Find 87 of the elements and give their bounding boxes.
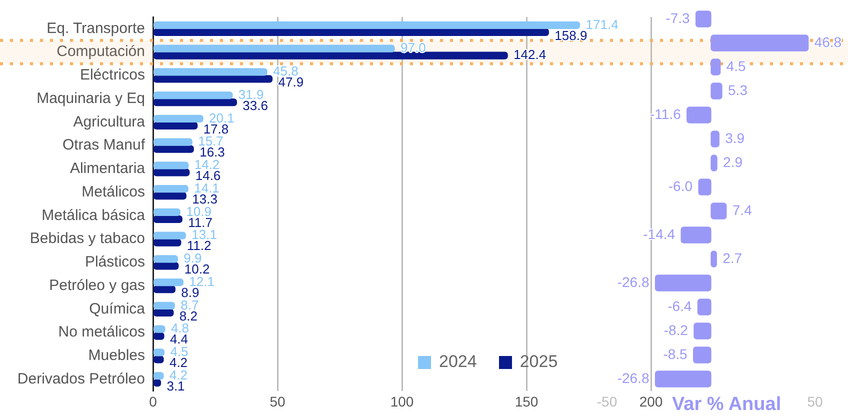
x-tick-label: 50 xyxy=(807,393,823,410)
y-tick-label: Muebles xyxy=(88,347,145,364)
x-tick-label: 0 xyxy=(149,393,158,410)
data-label: 7.4 xyxy=(732,202,752,218)
bar xyxy=(153,262,179,270)
bar xyxy=(153,162,189,170)
data-label: -26.8 xyxy=(617,370,650,386)
bar xyxy=(153,75,273,83)
data-label: 171.4 xyxy=(586,16,618,32)
bar xyxy=(153,145,194,153)
legend-label: 2025 xyxy=(520,352,558,372)
data-label: -8.5 xyxy=(663,346,688,362)
bar xyxy=(153,238,182,246)
bar xyxy=(153,122,198,130)
x-tick-label: 200 xyxy=(639,393,663,410)
y-tick-label: Agricultura xyxy=(73,113,146,130)
bar xyxy=(695,10,712,28)
bar xyxy=(692,346,712,364)
data-label: 47.9 xyxy=(278,74,304,90)
y-tick-label: Otras Manuf xyxy=(62,136,146,154)
bar xyxy=(697,298,712,316)
bar xyxy=(698,178,712,196)
data-label: -6.0 xyxy=(668,178,693,194)
bar xyxy=(153,285,176,294)
y-tick-label: Metálica básica xyxy=(42,206,146,224)
x-tick-label: 100 xyxy=(390,393,414,410)
bar xyxy=(153,255,178,263)
y-tick-label: Metálicos xyxy=(82,183,145,200)
bar xyxy=(153,28,549,36)
bar xyxy=(710,58,721,76)
legend-label: 2024 xyxy=(439,352,477,372)
bar xyxy=(153,52,508,60)
bar xyxy=(153,138,192,146)
bar xyxy=(153,208,180,216)
y-tick-label: Eq. Transporte xyxy=(46,20,145,37)
data-label: 4.5 xyxy=(726,58,746,74)
bar xyxy=(710,202,727,220)
data-label: -8.2 xyxy=(664,322,688,338)
data-label: 11.2 xyxy=(186,238,212,254)
bar xyxy=(153,232,186,240)
y-tick-label: Bebidas y tabaco xyxy=(30,230,145,248)
bar xyxy=(153,168,190,176)
bar xyxy=(153,68,268,76)
bar xyxy=(710,130,720,148)
data-label: 97.0 xyxy=(400,40,426,56)
bar xyxy=(153,98,237,106)
x-tick-label: 50 xyxy=(270,393,286,410)
bar xyxy=(153,302,175,310)
bar xyxy=(680,226,712,244)
bar xyxy=(153,184,188,193)
y-tick-label: Derivados Petróleo xyxy=(17,370,145,388)
bar xyxy=(153,308,174,317)
data-label: -7.3 xyxy=(666,10,690,26)
bar xyxy=(153,215,182,224)
data-label: 2.9 xyxy=(723,154,743,170)
y-tick-label: Química xyxy=(89,300,146,318)
y-tick-label: No metálicos xyxy=(58,324,145,341)
bar xyxy=(710,34,809,52)
x-tick-label: -50 xyxy=(596,393,618,410)
bar xyxy=(694,322,712,340)
bar xyxy=(654,370,712,388)
data-label: 16.3 xyxy=(200,144,225,160)
data-label: 46.8 xyxy=(814,34,842,50)
bar xyxy=(153,44,395,52)
bar xyxy=(153,91,233,100)
y-tick-label: Maquinaria y Eq xyxy=(36,90,145,107)
y-tick-label: Petróleo y gas xyxy=(49,276,145,294)
data-label: -26.8 xyxy=(617,274,650,290)
data-label: 3.9 xyxy=(725,130,745,146)
bar xyxy=(153,192,186,200)
y-tick-label: Alimentaria xyxy=(70,160,146,178)
bar xyxy=(686,106,712,124)
bar xyxy=(153,278,184,286)
x-tick-label: 150 xyxy=(514,393,538,410)
data-label: 5.3 xyxy=(728,82,748,98)
bar xyxy=(710,82,722,100)
data-label: 2.7 xyxy=(722,250,742,266)
bar xyxy=(654,274,712,292)
data-label: 142.4 xyxy=(514,47,546,62)
data-label: -6.4 xyxy=(668,298,692,314)
y-tick-label: Plásticos xyxy=(84,254,145,271)
data-label: 158.9 xyxy=(554,28,588,43)
bar xyxy=(153,114,204,123)
bar xyxy=(153,21,580,30)
y-tick-label: Eléctricos xyxy=(80,66,145,84)
x-axis-title: Var % Anual xyxy=(672,394,782,416)
y-tick-label: Computación xyxy=(56,43,145,60)
